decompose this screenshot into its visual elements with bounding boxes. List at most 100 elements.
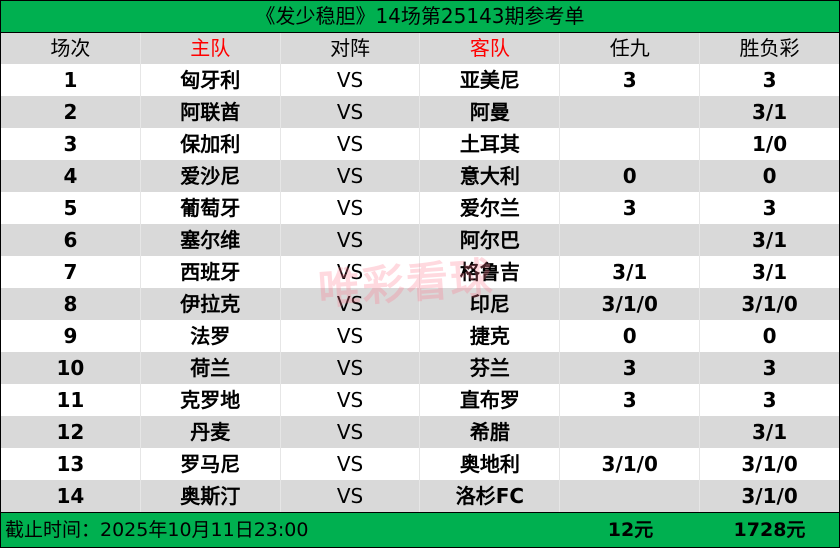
- vs: VS: [281, 384, 421, 416]
- home-team: 西班牙: [141, 256, 281, 288]
- table-row: 2 阿联酋 VS 阿曼 3/1: [1, 96, 839, 128]
- home-team: 荷兰: [141, 352, 281, 384]
- table-row: 13 罗马尼 VS 奥地利 3/1/0 3/1/0: [1, 448, 839, 480]
- vs: VS: [281, 480, 421, 512]
- away-team: 爱尔兰: [420, 192, 561, 224]
- r9-pick: 0: [560, 320, 701, 352]
- vs: VS: [281, 192, 421, 224]
- home-team: 克罗地: [141, 384, 281, 416]
- sfc-pick: 3: [762, 68, 777, 92]
- sfc-pick: 0: [762, 324, 777, 348]
- header-away: 客队: [420, 33, 561, 64]
- header-r9: 任九: [560, 33, 701, 64]
- vs: VS: [281, 64, 421, 96]
- away-team: 意大利: [420, 160, 561, 192]
- away-team: 捷克: [420, 320, 561, 352]
- r9-pick: 3/1: [560, 256, 701, 288]
- match-no: 8: [1, 288, 141, 320]
- home-team: 法罗: [141, 320, 281, 352]
- header-match-no: 场次: [1, 33, 141, 64]
- sfc-cost: 1728元: [733, 519, 806, 541]
- vs: VS: [281, 320, 421, 352]
- home-team: 伊拉克: [141, 288, 281, 320]
- match-no: 13: [1, 448, 141, 480]
- table-row: 7 西班牙 VS 格鲁吉 3/1 3/1: [1, 256, 839, 288]
- table-title: 《发少稳胆》14场第25143期参考单: [1, 1, 839, 33]
- table-row: 10 荷兰 VS 芬兰 3 3: [1, 352, 839, 384]
- match-no: 6: [1, 224, 141, 256]
- sfc-pick: 3/1: [751, 100, 788, 124]
- r9-pick: [560, 96, 701, 128]
- r9-pick: 0: [560, 160, 701, 192]
- match-no: 7: [1, 256, 141, 288]
- sfc-pick: 3/1: [751, 228, 788, 252]
- away-team: 芬兰: [420, 352, 561, 384]
- r9-pick: 3: [560, 352, 701, 384]
- away-team: 格鲁吉: [420, 256, 561, 288]
- away-team: 奥地利: [420, 448, 561, 480]
- home-team: 丹麦: [141, 416, 281, 448]
- table-row: 12 丹麦 VS 希腊 3/1: [1, 416, 839, 448]
- away-team: 希腊: [420, 416, 561, 448]
- home-team: 塞尔维: [141, 224, 281, 256]
- deadline: 截止时间：2025年10月11日23:00: [5, 519, 309, 541]
- watermark: 唯彩看球: [316, 252, 496, 315]
- r9-pick: [560, 416, 701, 448]
- away-team: 印尼: [420, 288, 561, 320]
- table-row: 3 保加利 VS 土耳其 1/0: [1, 128, 839, 160]
- r9-pick: [560, 128, 701, 160]
- r9-pick: 3: [560, 64, 701, 96]
- away-team: 洛杉FC: [420, 480, 561, 512]
- match-no: 3: [1, 128, 141, 160]
- home-team: 罗马尼: [141, 448, 281, 480]
- match-no: 4: [1, 160, 141, 192]
- home-team: 匈牙利: [141, 64, 281, 96]
- sfc-pick: 3/1/0: [741, 292, 798, 316]
- r9-pick: 3/1/0: [560, 448, 701, 480]
- table-row: 1 匈牙利 VS 亚美尼 3 3: [1, 64, 839, 96]
- r9-cost: 12元: [607, 519, 654, 541]
- match-no: 9: [1, 320, 141, 352]
- vs: VS: [281, 96, 421, 128]
- home-team: 保加利: [141, 128, 281, 160]
- home-team: 葡萄牙: [141, 192, 281, 224]
- sfc-pick: 3/1/0: [741, 484, 798, 508]
- vs: VS: [281, 224, 421, 256]
- r9-pick: 3: [560, 192, 701, 224]
- match-no: 1: [1, 64, 141, 96]
- sfc-pick: 3: [762, 356, 777, 380]
- match-no: 5: [1, 192, 141, 224]
- r9-pick: [560, 224, 701, 256]
- table-row: 9 法罗 VS 捷克 0 0: [1, 320, 839, 352]
- header-vs: 对阵: [281, 33, 421, 64]
- vs: VS: [281, 416, 421, 448]
- away-team: 土耳其: [420, 128, 561, 160]
- header-home: 主队: [141, 33, 281, 64]
- sfc-pick: 3: [762, 388, 777, 412]
- sfc-pick: 3/1: [751, 420, 788, 444]
- home-team: 奥斯汀: [141, 480, 281, 512]
- match-no: 12: [1, 416, 141, 448]
- r9-pick: 3: [560, 384, 701, 416]
- away-team: 阿曼: [420, 96, 561, 128]
- sfc-pick: 3/1/0: [741, 452, 798, 476]
- match-no: 2: [1, 96, 141, 128]
- header-sfc: 胜负彩: [739, 36, 800, 60]
- table-row: 14 奥斯汀 VS 洛杉FC 3/1/0: [1, 480, 839, 512]
- sfc-pick: 0: [762, 164, 777, 188]
- table-row: 5 葡萄牙 VS 爱尔兰 3 3: [1, 192, 839, 224]
- match-no: 10: [1, 352, 141, 384]
- table-row: 4 爱沙尼 VS 意大利 0 0: [1, 160, 839, 192]
- away-team: 亚美尼: [420, 64, 561, 96]
- away-team: 直布罗: [420, 384, 561, 416]
- away-team: 阿尔巴: [420, 224, 561, 256]
- vs: VS: [281, 288, 421, 320]
- home-team: 阿联酋: [141, 96, 281, 128]
- vs: VS: [281, 128, 421, 160]
- vs: VS: [281, 256, 421, 288]
- match-no: 14: [1, 480, 141, 512]
- vs: VS: [281, 352, 421, 384]
- r9-pick: [560, 480, 701, 512]
- match-no: 11: [1, 384, 141, 416]
